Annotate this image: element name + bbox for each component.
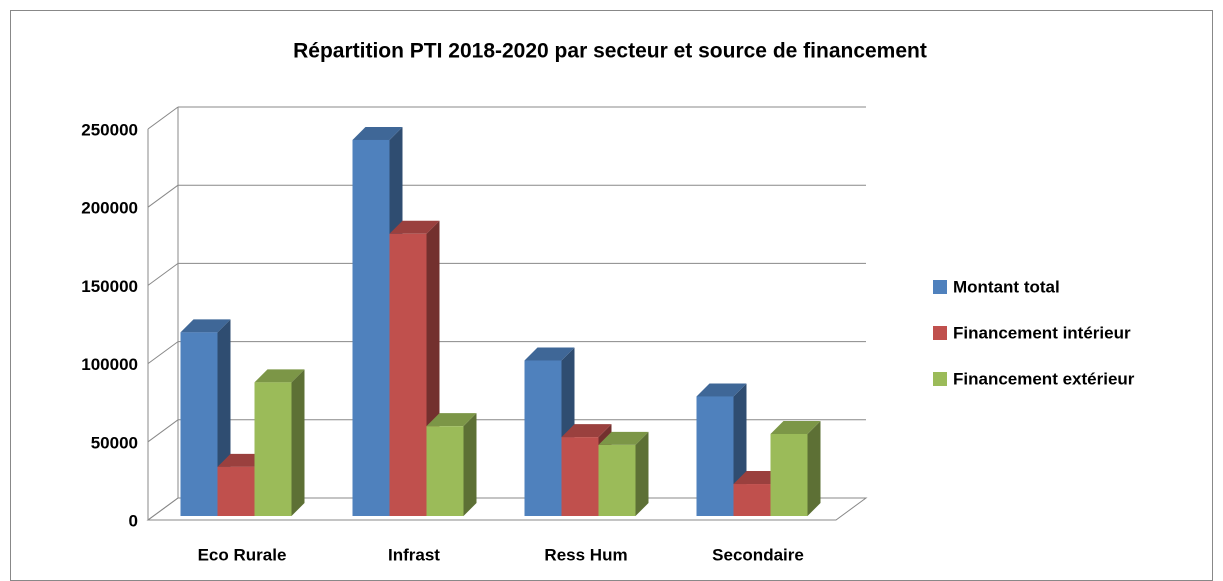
bar [352, 139, 390, 516]
bar-side [291, 369, 305, 516]
bar [389, 233, 427, 516]
legend-label: Financement intérieur [953, 323, 1131, 342]
bar [598, 444, 636, 516]
legend-label: Financement extérieur [953, 369, 1135, 388]
bar [254, 382, 292, 516]
bar [217, 466, 255, 516]
x-tick-label: Infrast [388, 545, 440, 564]
bar [524, 360, 562, 516]
legend-swatch [933, 372, 947, 386]
x-tick-label: Ress Hum [544, 545, 627, 564]
bar-top [426, 413, 477, 427]
grid-line-side [147, 497, 179, 521]
y-tick-label: 200000 [81, 199, 138, 218]
bar [180, 332, 218, 516]
bar-side [807, 420, 821, 516]
bar-side [463, 413, 477, 516]
y-tick-label: 0 [129, 511, 138, 530]
legend-swatch [933, 280, 947, 294]
bar-top [561, 424, 612, 438]
grid-line-side [147, 184, 179, 208]
bar [696, 396, 734, 516]
bar-top [524, 347, 575, 361]
bar [770, 433, 808, 516]
grid-line-side [147, 419, 179, 443]
y-tick-label: 250000 [81, 120, 138, 139]
chart-title: Répartition PTI 2018-2020 par secteur et… [293, 40, 927, 63]
y-tick-label: 100000 [81, 355, 138, 374]
grid-line-side [147, 341, 179, 365]
grid-line-side [147, 262, 179, 286]
bar [733, 484, 771, 516]
bar-top [254, 369, 305, 383]
bar-top [180, 319, 231, 333]
grid-line-side [147, 106, 179, 130]
y-tick-label: 150000 [81, 277, 138, 296]
legend-label: Montant total [953, 277, 1060, 296]
bar [426, 426, 464, 516]
y-tick-label: 50000 [91, 433, 138, 452]
bar-top [389, 220, 440, 234]
bar-top [770, 420, 821, 434]
bar [561, 437, 599, 516]
bar-side [635, 431, 649, 516]
legend-swatch [933, 326, 947, 340]
bar-top [696, 383, 747, 397]
bar-top [598, 431, 649, 445]
bar-top [352, 126, 403, 140]
x-tick-label: Eco Rurale [198, 545, 287, 564]
x-tick-label: Secondaire [712, 545, 804, 564]
